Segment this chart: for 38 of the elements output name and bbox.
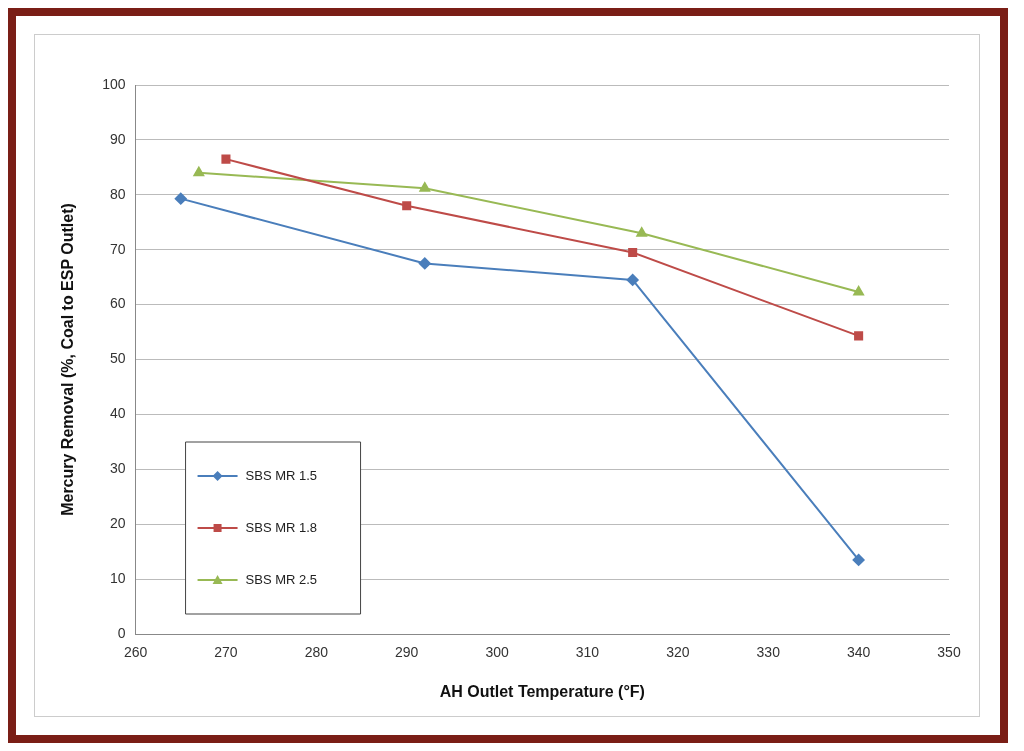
legend-label: SBS MR 1.8 [245, 519, 318, 535]
x-tick-label: 280 [304, 644, 329, 661]
y-tick-label: 90 [109, 130, 126, 147]
x-axis-title: AH Outlet Temperature (°F) [439, 682, 645, 700]
y-tick-label: 20 [109, 515, 126, 532]
x-tick-label: 290 [395, 644, 419, 661]
point [221, 154, 231, 164]
x-tick-label: 330 [756, 644, 781, 661]
y-tick-label: 0 [117, 624, 126, 641]
y-tick-label: 30 [109, 460, 126, 477]
x-tick-label: 270 [214, 644, 238, 661]
point [418, 257, 431, 270]
x-tick-label: 300 [485, 644, 509, 661]
legend-label: SBS MR 2.5 [245, 571, 318, 587]
point [853, 285, 864, 296]
y-tick-label: 100 [102, 75, 126, 92]
point [193, 166, 205, 177]
y-tick-label: 10 [109, 569, 126, 586]
y-tick-label: 60 [109, 295, 126, 312]
point [854, 331, 864, 341]
x-tick-label: 260 [123, 644, 148, 661]
y-tick-label: 40 [109, 405, 126, 422]
point [419, 182, 431, 192]
y-tick-label: 80 [109, 185, 126, 202]
x-tick-label: 340 [846, 644, 871, 661]
y-axis-title: Mercury Removal (%, Coal to ESP Outlet) [59, 203, 77, 516]
point [852, 553, 865, 566]
point [626, 273, 639, 286]
y-tick-label: 70 [109, 240, 126, 257]
point [402, 201, 412, 211]
point [628, 247, 638, 257]
point [174, 192, 187, 205]
point [636, 227, 648, 237]
legend-label: SBS MR 1.5 [245, 467, 318, 483]
x-tick-label: 310 [575, 644, 600, 661]
x-tick-label: 320 [666, 644, 690, 661]
y-tick-label: 50 [109, 350, 126, 367]
x-tick-label: 350 [937, 644, 961, 661]
